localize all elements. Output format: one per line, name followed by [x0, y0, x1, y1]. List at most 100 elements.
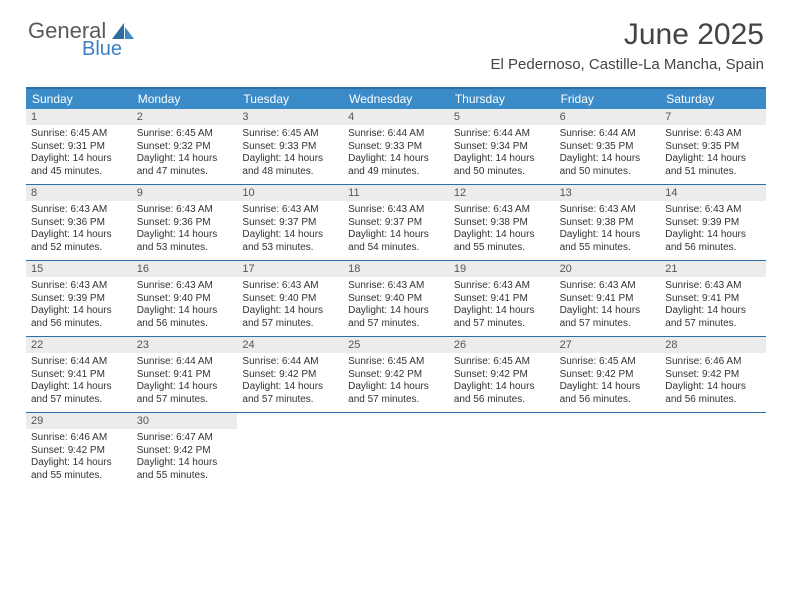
sunset-line: Sunset: 9:41 PM: [454, 293, 550, 306]
sunrise-line: Sunrise: 6:44 AM: [137, 356, 233, 369]
sunrise-line: Sunrise: 6:45 AM: [31, 128, 127, 141]
brand-part2: Blue: [82, 38, 122, 61]
day-number: 5: [449, 109, 555, 125]
day-cell: Sunrise: 6:47 AMSunset: 9:42 PMDaylight:…: [132, 429, 238, 488]
daylight-line: Daylight: 14 hours and 57 minutes.: [348, 381, 444, 406]
daylight-line: Daylight: 14 hours and 55 minutes.: [560, 229, 656, 254]
day-number: 6: [555, 109, 661, 125]
sunset-line: Sunset: 9:39 PM: [665, 217, 761, 230]
day-number: 27: [555, 337, 661, 353]
sunset-line: Sunset: 9:40 PM: [242, 293, 338, 306]
daylight-line: Daylight: 14 hours and 48 minutes.: [242, 153, 338, 178]
day-number: 17: [237, 261, 343, 277]
day-number: 2: [132, 109, 238, 125]
sunrise-line: Sunrise: 6:43 AM: [560, 280, 656, 293]
day-number: 19: [449, 261, 555, 277]
day-cell: [660, 429, 766, 488]
sunrise-line: Sunrise: 6:43 AM: [137, 204, 233, 217]
sunrise-line: Sunrise: 6:44 AM: [348, 128, 444, 141]
sunset-line: Sunset: 9:42 PM: [560, 369, 656, 382]
sunset-line: Sunset: 9:40 PM: [137, 293, 233, 306]
detail-row: Sunrise: 6:43 AMSunset: 9:39 PMDaylight:…: [26, 277, 766, 336]
day-cell: Sunrise: 6:45 AMSunset: 9:42 PMDaylight:…: [343, 353, 449, 412]
sunrise-line: Sunrise: 6:43 AM: [137, 280, 233, 293]
day-number: 9: [132, 185, 238, 201]
sunrise-line: Sunrise: 6:43 AM: [31, 204, 127, 217]
day-number: [237, 413, 343, 429]
sunset-line: Sunset: 9:41 PM: [137, 369, 233, 382]
sunset-line: Sunset: 9:38 PM: [560, 217, 656, 230]
daylight-line: Daylight: 14 hours and 54 minutes.: [348, 229, 444, 254]
sunrise-line: Sunrise: 6:44 AM: [31, 356, 127, 369]
day-number: 24: [237, 337, 343, 353]
day-cell: Sunrise: 6:44 AMSunset: 9:41 PMDaylight:…: [132, 353, 238, 412]
daynum-row: 2930: [26, 412, 766, 429]
day-cell: Sunrise: 6:43 AMSunset: 9:36 PMDaylight:…: [26, 201, 132, 260]
day-number: 1: [26, 109, 132, 125]
sunrise-line: Sunrise: 6:44 AM: [242, 356, 338, 369]
day-cell: Sunrise: 6:43 AMSunset: 9:39 PMDaylight:…: [660, 201, 766, 260]
day-number: 15: [26, 261, 132, 277]
sunrise-line: Sunrise: 6:45 AM: [137, 128, 233, 141]
day-number: 11: [343, 185, 449, 201]
sunset-line: Sunset: 9:42 PM: [665, 369, 761, 382]
day-number: 30: [132, 413, 238, 429]
day-number: 14: [660, 185, 766, 201]
sunset-line: Sunset: 9:42 PM: [31, 445, 127, 458]
daylight-line: Daylight: 14 hours and 57 minutes.: [242, 381, 338, 406]
sunset-line: Sunset: 9:33 PM: [348, 141, 444, 154]
daynum-row: 1234567: [26, 109, 766, 125]
day-cell: Sunrise: 6:43 AMSunset: 9:40 PMDaylight:…: [343, 277, 449, 336]
weekday-thursday: Thursday: [449, 89, 555, 109]
daylight-line: Daylight: 14 hours and 56 minutes.: [31, 305, 127, 330]
detail-row: Sunrise: 6:46 AMSunset: 9:42 PMDaylight:…: [26, 429, 766, 488]
day-number: 29: [26, 413, 132, 429]
sunrise-line: Sunrise: 6:44 AM: [560, 128, 656, 141]
sunrise-line: Sunrise: 6:43 AM: [348, 204, 444, 217]
daylight-line: Daylight: 14 hours and 57 minutes.: [242, 305, 338, 330]
detail-row: Sunrise: 6:44 AMSunset: 9:41 PMDaylight:…: [26, 353, 766, 412]
sunset-line: Sunset: 9:42 PM: [242, 369, 338, 382]
daylight-line: Daylight: 14 hours and 51 minutes.: [665, 153, 761, 178]
daylight-line: Daylight: 14 hours and 57 minutes.: [560, 305, 656, 330]
daylight-line: Daylight: 14 hours and 53 minutes.: [242, 229, 338, 254]
sunset-line: Sunset: 9:37 PM: [242, 217, 338, 230]
month-title: June 2025: [491, 18, 765, 52]
daylight-line: Daylight: 14 hours and 55 minutes.: [137, 457, 233, 482]
day-cell: Sunrise: 6:45 AMSunset: 9:33 PMDaylight:…: [237, 125, 343, 184]
sunset-line: Sunset: 9:36 PM: [137, 217, 233, 230]
day-cell: Sunrise: 6:44 AMSunset: 9:41 PMDaylight:…: [26, 353, 132, 412]
day-cell: Sunrise: 6:44 AMSunset: 9:42 PMDaylight:…: [237, 353, 343, 412]
location-text: El Pedernoso, Castille-La Mancha, Spain: [491, 56, 765, 73]
daylight-line: Daylight: 14 hours and 56 minutes.: [137, 305, 233, 330]
daylight-line: Daylight: 14 hours and 57 minutes.: [665, 305, 761, 330]
sunrise-line: Sunrise: 6:46 AM: [665, 356, 761, 369]
day-cell: Sunrise: 6:45 AMSunset: 9:42 PMDaylight:…: [449, 353, 555, 412]
day-cell: Sunrise: 6:43 AMSunset: 9:38 PMDaylight:…: [449, 201, 555, 260]
sunset-line: Sunset: 9:33 PM: [242, 141, 338, 154]
sunrise-line: Sunrise: 6:45 AM: [560, 356, 656, 369]
daylight-line: Daylight: 14 hours and 56 minutes.: [665, 229, 761, 254]
weekday-friday: Friday: [555, 89, 661, 109]
day-cell: Sunrise: 6:46 AMSunset: 9:42 PMDaylight:…: [26, 429, 132, 488]
sunset-line: Sunset: 9:31 PM: [31, 141, 127, 154]
weekday-wednesday: Wednesday: [343, 89, 449, 109]
sunset-line: Sunset: 9:41 PM: [31, 369, 127, 382]
day-cell: Sunrise: 6:44 AMSunset: 9:35 PMDaylight:…: [555, 125, 661, 184]
day-cell: [449, 429, 555, 488]
sunrise-line: Sunrise: 6:43 AM: [242, 204, 338, 217]
day-number: 13: [555, 185, 661, 201]
daylight-line: Daylight: 14 hours and 47 minutes.: [137, 153, 233, 178]
sunrise-line: Sunrise: 6:43 AM: [665, 128, 761, 141]
daylight-line: Daylight: 14 hours and 56 minutes.: [665, 381, 761, 406]
title-block: June 2025 El Pedernoso, Castille-La Manc…: [491, 18, 765, 73]
day-cell: [555, 429, 661, 488]
day-cell: Sunrise: 6:43 AMSunset: 9:41 PMDaylight:…: [660, 277, 766, 336]
day-number: 4: [343, 109, 449, 125]
day-number: 25: [343, 337, 449, 353]
sunrise-line: Sunrise: 6:43 AM: [242, 280, 338, 293]
weekday-tuesday: Tuesday: [237, 89, 343, 109]
day-cell: Sunrise: 6:45 AMSunset: 9:32 PMDaylight:…: [132, 125, 238, 184]
sunset-line: Sunset: 9:36 PM: [31, 217, 127, 230]
day-number: 10: [237, 185, 343, 201]
